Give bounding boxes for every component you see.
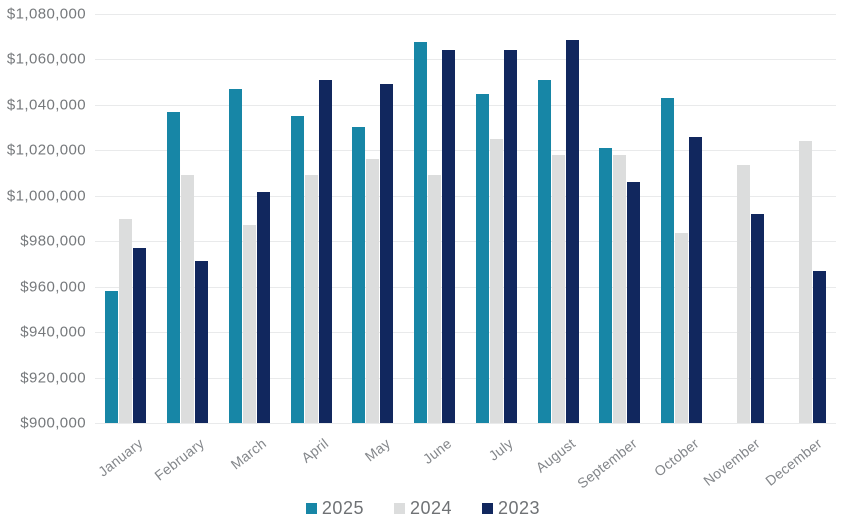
bar-june-2024 bbox=[428, 175, 442, 423]
bar-group-may bbox=[342, 14, 404, 423]
bar-july-2025 bbox=[475, 93, 489, 423]
x-axis-tick-label: March bbox=[227, 435, 270, 473]
bar-january-2025 bbox=[105, 291, 119, 423]
x-axis-cell: April bbox=[280, 423, 342, 493]
bar-december-2023 bbox=[812, 270, 826, 423]
legend-label: 2025 bbox=[321, 498, 364, 518]
bar-november-2023 bbox=[750, 214, 764, 423]
bar-november-2024 bbox=[736, 165, 750, 423]
x-axis-cell: January bbox=[95, 423, 157, 493]
bar-group-october bbox=[651, 14, 713, 423]
bar-group-september bbox=[589, 14, 651, 423]
bar-july-2023 bbox=[503, 50, 517, 423]
bar-october-2025 bbox=[661, 98, 675, 423]
x-axis-cell: July bbox=[466, 423, 528, 493]
x-axis-tick-label: October bbox=[650, 435, 702, 480]
bar-september-2023 bbox=[627, 182, 641, 423]
bar-february-2023 bbox=[195, 260, 209, 423]
gridline bbox=[95, 104, 836, 106]
bar-group-december bbox=[774, 14, 836, 423]
bar-april-2024 bbox=[304, 175, 318, 423]
legend-label: 2023 bbox=[498, 498, 541, 518]
x-axis-tick-label: August bbox=[532, 435, 578, 476]
plot-area bbox=[95, 14, 836, 423]
bar-august-2023 bbox=[565, 40, 579, 423]
legend-item-2023[interactable]: 2023 bbox=[482, 498, 540, 519]
bar-january-2024 bbox=[119, 218, 133, 423]
legend-item-2024[interactable]: 2024 bbox=[393, 498, 453, 519]
bar-june-2025 bbox=[414, 42, 428, 423]
y-axis-tick-label: $1,020,000 bbox=[6, 141, 86, 159]
x-axis-cell: October bbox=[651, 423, 713, 493]
legend-label: 2024 bbox=[409, 498, 453, 518]
bar-may-2024 bbox=[366, 159, 380, 423]
bar-march-2023 bbox=[256, 192, 270, 423]
gridline bbox=[95, 377, 836, 379]
x-axis-cell: November bbox=[701, 423, 775, 493]
bar-group-january bbox=[95, 14, 157, 423]
legend-swatch-icon bbox=[393, 503, 405, 514]
legend-swatch-icon bbox=[482, 503, 494, 514]
gridline bbox=[95, 286, 836, 288]
bar-september-2024 bbox=[613, 154, 627, 423]
bar-group-august bbox=[527, 14, 589, 423]
bar-may-2025 bbox=[352, 126, 366, 423]
bar-october-2023 bbox=[689, 136, 703, 423]
bar-august-2024 bbox=[551, 154, 565, 423]
gridline bbox=[95, 59, 836, 61]
bar-may-2023 bbox=[380, 84, 394, 423]
legend-swatch-icon bbox=[305, 503, 317, 514]
bar-april-2025 bbox=[290, 116, 304, 423]
gridline bbox=[95, 150, 836, 152]
gridline bbox=[95, 241, 836, 243]
x-axis-tick-label: May bbox=[361, 435, 393, 465]
bar-september-2025 bbox=[599, 148, 613, 423]
y-axis-tick-label: $1,040,000 bbox=[6, 96, 86, 114]
bar-august-2025 bbox=[537, 79, 551, 423]
bar-april-2023 bbox=[318, 79, 332, 423]
y-axis-tick-label: $1,000,000 bbox=[6, 187, 86, 205]
gridline bbox=[95, 14, 836, 15]
chart-legend: 2025 2024 2023 bbox=[0, 498, 846, 519]
y-axis-tick-label: $920,000 bbox=[20, 369, 86, 387]
gridline bbox=[95, 195, 836, 197]
bar-december-2024 bbox=[798, 141, 812, 423]
x-axis-tick-label: February bbox=[151, 435, 208, 484]
bar-february-2025 bbox=[167, 111, 181, 423]
y-axis-tick-label: $1,060,000 bbox=[6, 50, 86, 68]
y-axis-tick-label: $960,000 bbox=[20, 278, 86, 296]
x-axis-cell: March bbox=[219, 423, 281, 493]
bar-january-2023 bbox=[133, 248, 147, 423]
x-axis-cell: September bbox=[574, 423, 651, 493]
bar-group-july bbox=[466, 14, 528, 423]
gridline bbox=[95, 332, 836, 334]
y-axis-tick-label: $1,080,000 bbox=[6, 5, 86, 23]
y-axis-tick-label: $980,000 bbox=[20, 232, 86, 250]
legend-item-2025[interactable]: 2025 bbox=[305, 498, 364, 519]
bar-group-june bbox=[404, 14, 466, 423]
y-axis-tick-label: $940,000 bbox=[20, 323, 86, 341]
bar-group-april bbox=[280, 14, 342, 423]
gridline bbox=[95, 423, 836, 424]
bar-group-march bbox=[219, 14, 281, 423]
x-axis-cell: February bbox=[152, 423, 219, 493]
bar-june-2023 bbox=[442, 50, 456, 423]
bar-group-november bbox=[713, 14, 775, 423]
bar-group-february bbox=[157, 14, 219, 423]
x-axis-tick-label: June bbox=[419, 435, 455, 468]
y-axis-tick-label: $900,000 bbox=[20, 414, 86, 432]
x-axis-cell: December bbox=[762, 423, 836, 493]
x-axis-cell: May bbox=[342, 423, 404, 493]
bar-march-2024 bbox=[242, 225, 256, 423]
bar-july-2024 bbox=[489, 139, 503, 423]
x-axis-labels: January February March April May June July Augu… bbox=[95, 423, 836, 493]
x-axis-tick-label: July bbox=[485, 435, 517, 464]
bar-february-2024 bbox=[181, 175, 195, 423]
bar-march-2025 bbox=[228, 89, 242, 423]
x-axis-tick-label: April bbox=[297, 435, 331, 466]
bar-october-2024 bbox=[675, 233, 689, 423]
x-axis-cell: June bbox=[404, 423, 466, 493]
x-axis-tick-label: January bbox=[94, 435, 146, 480]
